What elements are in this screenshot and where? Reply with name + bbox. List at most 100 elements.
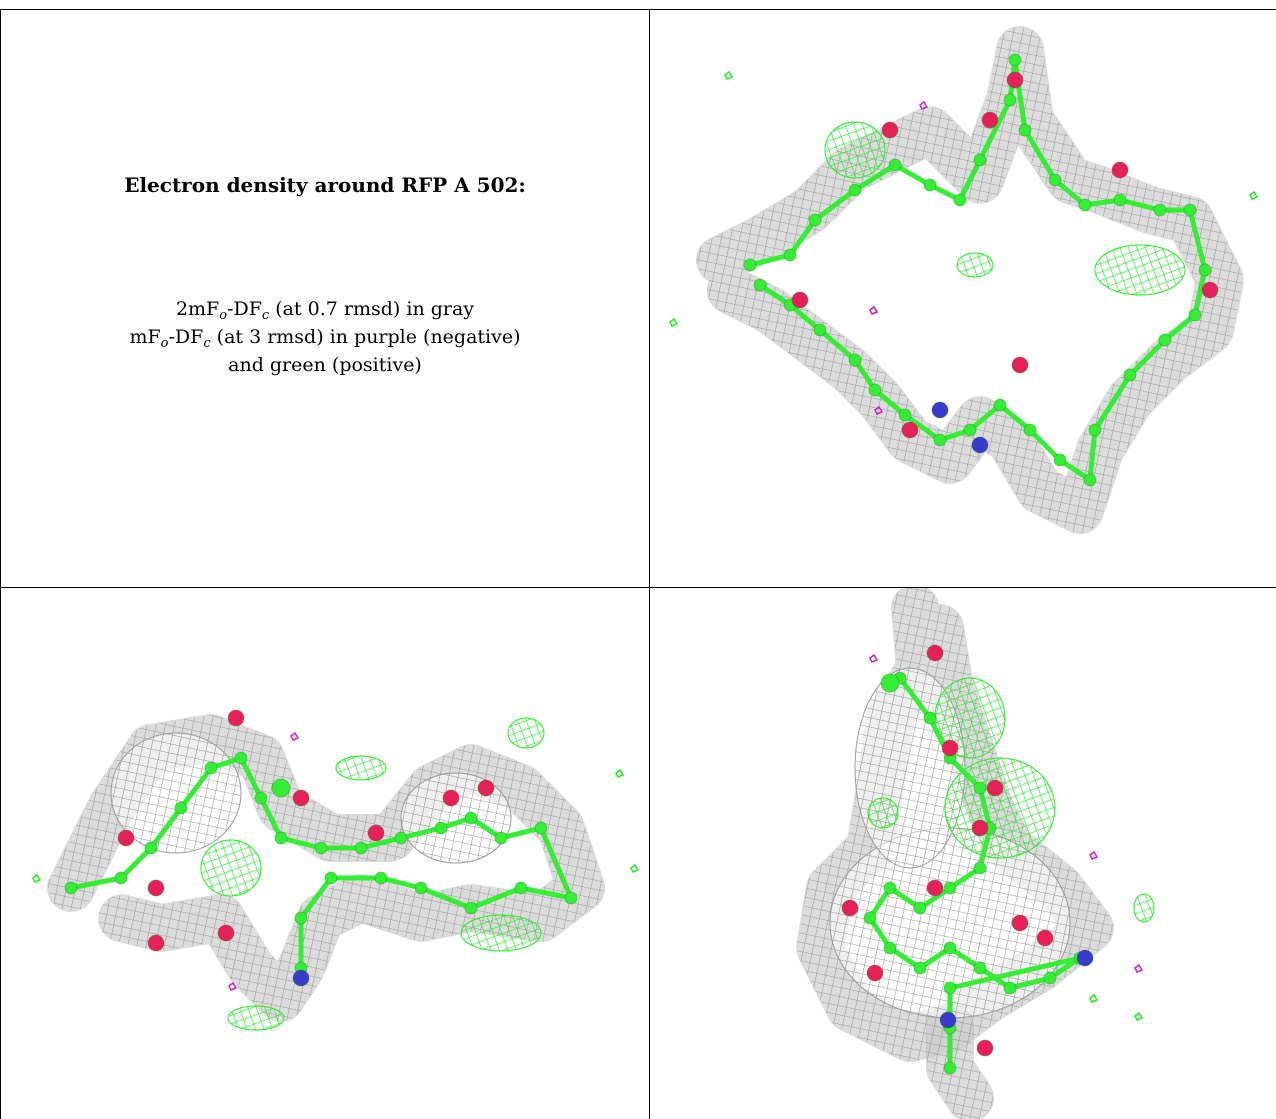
nitrogen-atom — [971, 436, 989, 454]
carbon-atom — [933, 433, 947, 447]
oxygen-atom — [841, 899, 859, 917]
oxygen-atom — [147, 934, 165, 952]
carbon-atom — [314, 841, 328, 855]
oxygen-atom — [986, 779, 1004, 797]
carbon-atom — [1153, 203, 1167, 217]
density-render-bottom-right — [796, 588, 1155, 1119]
negative-density-speck — [874, 405, 884, 415]
negative-density-speck — [290, 731, 300, 741]
density-view-top-right — [650, 10, 1276, 587]
carbon-atom — [354, 841, 368, 855]
oxygen-atom — [442, 789, 460, 807]
positive-density-speck — [615, 768, 625, 778]
carbon-atom — [848, 353, 862, 367]
carbon-atom — [953, 193, 967, 207]
carbon-atom — [888, 158, 902, 172]
border-center — [649, 9, 650, 1119]
carbon-atom — [1158, 333, 1172, 347]
carbon-atom — [394, 831, 408, 845]
carbon-atom — [1008, 53, 1022, 67]
carbon-atom — [114, 871, 128, 885]
carbon-atom — [923, 711, 937, 725]
carbon-atom — [1113, 193, 1127, 207]
oxygen-atom — [881, 121, 899, 139]
carbon-atom — [973, 861, 987, 875]
positive-density-blob — [460, 914, 542, 952]
carbon-atom — [1198, 263, 1212, 277]
nitrogen-atom — [292, 969, 310, 987]
carbon-atom — [1048, 173, 1062, 187]
oxygen-atom — [292, 789, 310, 807]
carbon-atom — [943, 941, 957, 955]
oxygen-atom — [971, 819, 989, 837]
positive-density-blob — [335, 755, 387, 781]
oxygen-atom — [367, 824, 385, 842]
carbon-atom — [1123, 368, 1137, 382]
carbon-atom — [464, 901, 478, 915]
carbon-atom — [434, 821, 448, 835]
caption-line-positive: and green (positive) — [228, 354, 422, 376]
carbon-atom — [813, 323, 827, 337]
positive-density-blob — [867, 797, 899, 829]
oxygen-atom — [1006, 71, 1024, 89]
border-top — [0, 9, 1276, 10]
mesh-lobe — [400, 772, 512, 864]
carbon-atom — [204, 761, 218, 775]
positive-density-speck — [1089, 993, 1099, 1003]
positive-density-speck — [724, 70, 734, 80]
oxygen-atom — [117, 829, 135, 847]
oxygen-atom — [791, 291, 809, 309]
oxygen-atom — [926, 644, 944, 662]
carbon-atom — [144, 841, 158, 855]
carbon-atom — [234, 751, 248, 765]
oxygen-atom — [1111, 161, 1129, 179]
carbon-atom — [898, 408, 912, 422]
carbon-atom — [808, 213, 822, 227]
positive-density-speck — [1249, 190, 1259, 200]
positive-density-blob — [1094, 244, 1186, 296]
carbon-atom — [880, 673, 900, 693]
positive-density-speck — [630, 863, 640, 873]
carbon-atom — [324, 871, 338, 885]
carbon-atom — [1043, 971, 1057, 985]
nitrogen-atom — [939, 1011, 957, 1029]
carbon-atom — [743, 258, 757, 272]
positive-density-speck — [669, 317, 679, 327]
carbon-atom — [943, 981, 957, 995]
caption-cell: Electron density around RFP A 502: 2mFo-… — [1, 10, 649, 587]
carbon-atom — [868, 383, 882, 397]
positive-density-blob — [200, 839, 262, 897]
carbon-atom — [923, 178, 937, 192]
border-left — [0, 9, 1, 1119]
oxygen-atom — [147, 879, 165, 897]
density-view-bottom-right — [650, 588, 1276, 1119]
carbon-atom — [943, 1061, 957, 1075]
oxygen-atom — [1011, 356, 1029, 374]
carbon-atom — [883, 941, 897, 955]
density-render-top-right — [669, 26, 1259, 534]
carbon-atom — [1018, 123, 1032, 137]
carbon-atom — [564, 891, 578, 905]
carbon-atom — [294, 911, 308, 925]
nitrogen-atom — [1076, 949, 1094, 967]
positive-density-speck — [1134, 1011, 1144, 1021]
carbon-atom — [753, 278, 767, 292]
nitrogen-atom — [931, 401, 949, 419]
carbon-atom — [973, 781, 987, 795]
oxygen-atom — [866, 964, 884, 982]
carbon-atom — [973, 153, 987, 167]
carbon-atom — [534, 821, 548, 835]
carbon-atom — [973, 961, 987, 975]
carbon-atom — [943, 881, 957, 895]
carbon-atom — [913, 901, 927, 915]
positive-density-speck — [32, 873, 42, 883]
caption-line-2mfo: 2mFo-DFc (at 0.7 rmsd) in gray — [175, 298, 475, 323]
carbon-atom — [1183, 203, 1197, 217]
oxygen-atom — [1011, 914, 1029, 932]
negative-density-speck — [1134, 963, 1144, 973]
positive-density-blob — [227, 1005, 285, 1031]
carbon-atom — [374, 871, 388, 885]
positive-density-blob — [507, 717, 545, 749]
carbon-atom — [1003, 93, 1017, 107]
